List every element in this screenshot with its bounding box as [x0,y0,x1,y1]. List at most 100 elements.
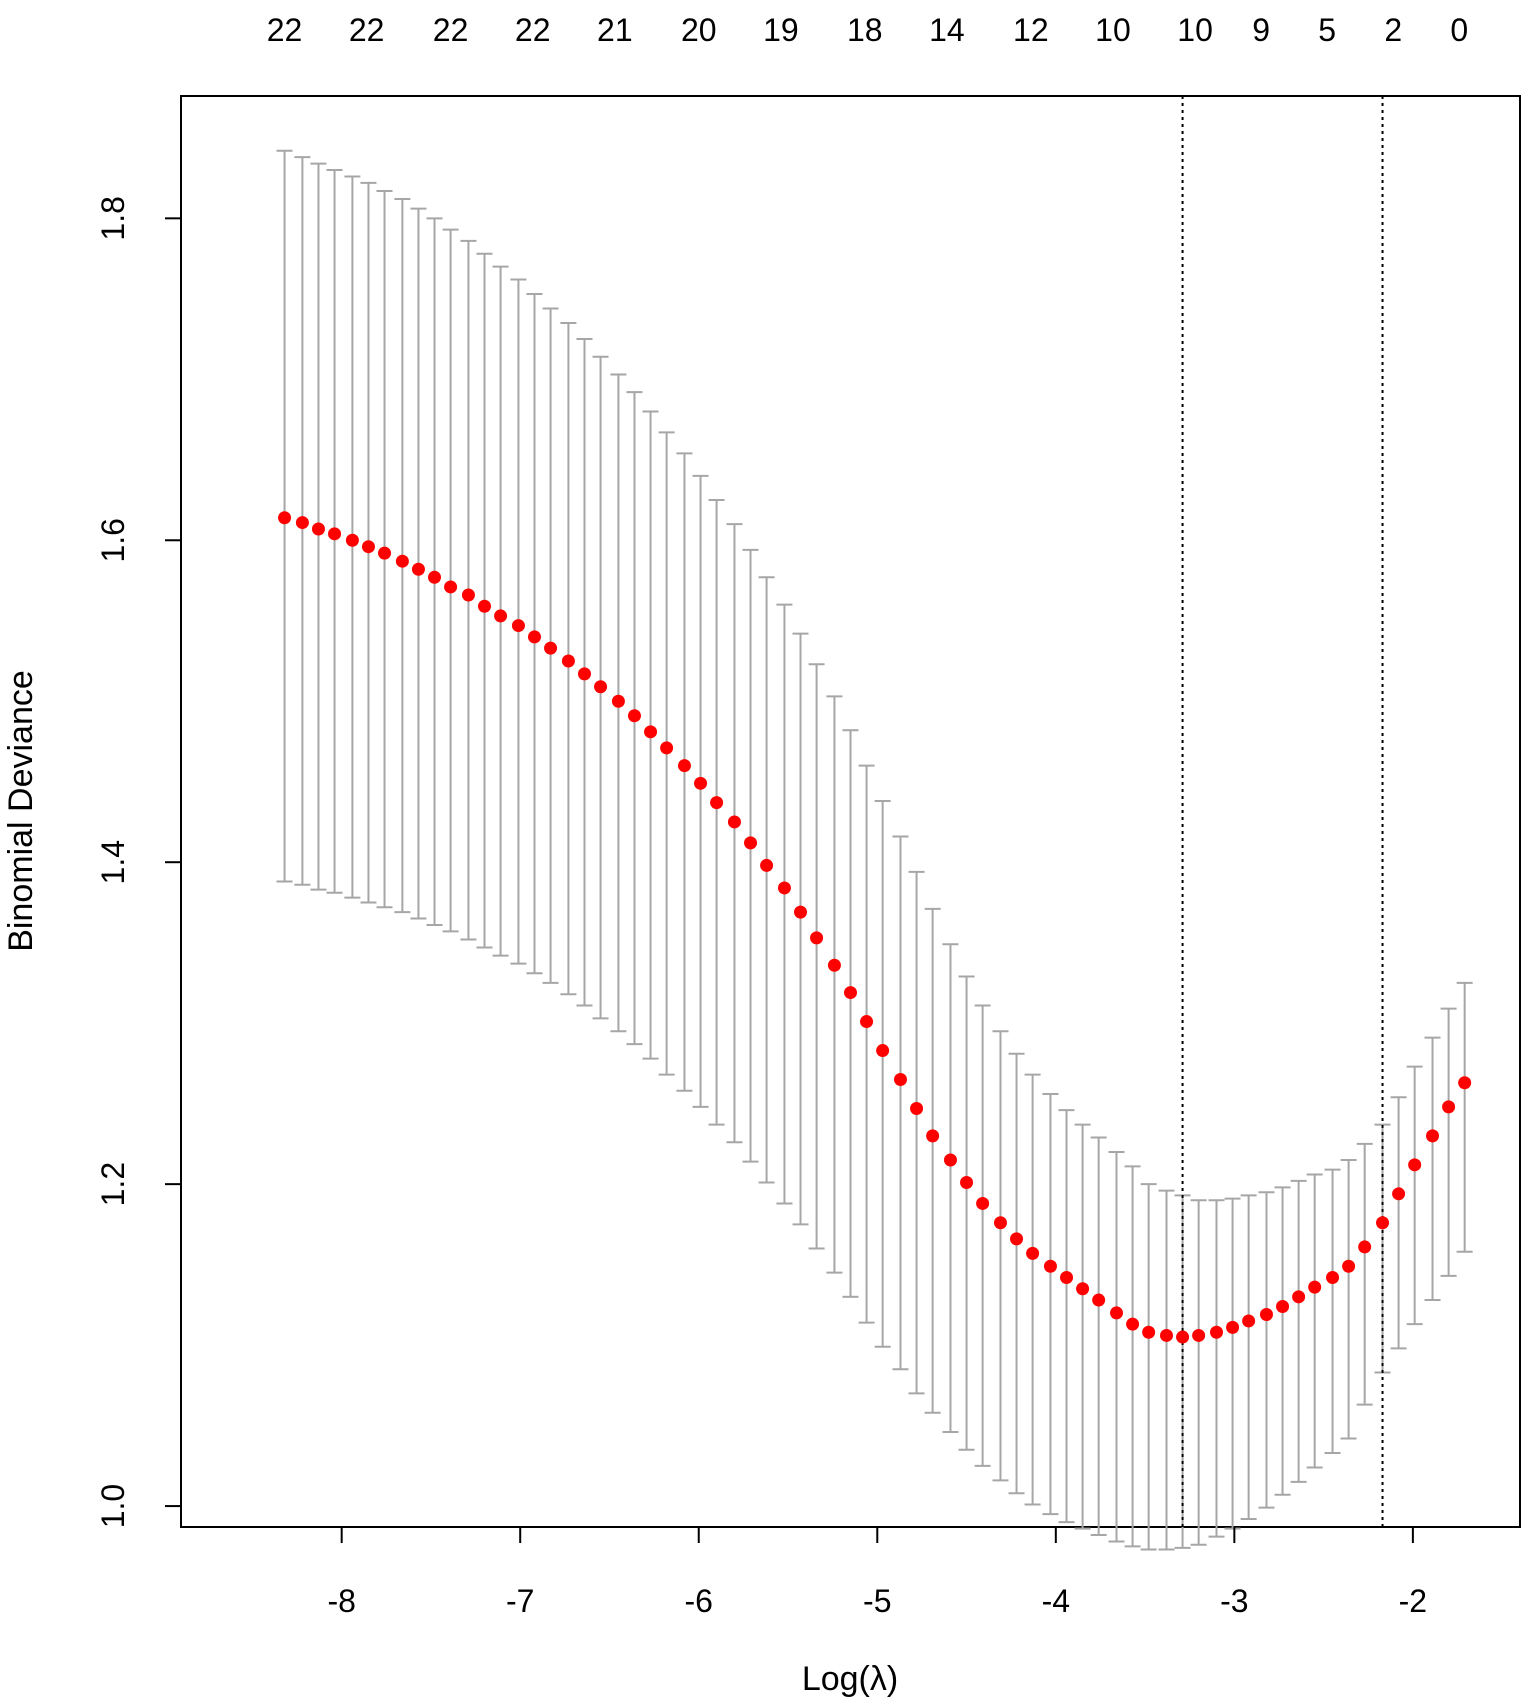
data-point [444,580,458,594]
data-point [943,1153,957,1167]
top-axis-label: 5 [1318,12,1336,48]
data-point [660,741,674,755]
error-bar [1124,1165,1141,1548]
y-tick-label: 1.8 [95,196,131,240]
data-point [760,858,774,872]
plot-frame [180,95,1521,1528]
error-bar [1258,1191,1275,1509]
error-bar [942,943,959,1434]
error-bar [826,695,843,1274]
error-bar [1390,1096,1407,1350]
data-point [827,958,841,972]
data-point [1076,1282,1090,1296]
data-point [1408,1158,1422,1172]
error-bar [758,576,775,1184]
data-point [328,527,342,541]
data-point [1010,1232,1024,1246]
mean-points [278,511,1472,1344]
error-bar [924,907,941,1414]
x-axis: -8 -7 -6 -5 -4 -3 -2 [327,1527,1427,1619]
error-bar [776,603,793,1205]
data-point [1458,1076,1472,1090]
y-axis-title: Binomial Deviance [2,670,40,952]
data-point [1176,1330,1190,1344]
data-point [860,1015,874,1029]
data-point [378,546,392,560]
data-point [1442,1100,1456,1114]
top-axis-nonzero-counts: 22 22 22 22 21 20 19 18 14 12 10 10 9 5 2 0 [267,12,1468,48]
error-bar [692,474,709,1108]
data-point [1226,1320,1240,1334]
data-point [876,1044,890,1058]
top-axis-label: 21 [597,12,633,48]
error-bar [808,663,825,1250]
error-bar [1042,1092,1059,1516]
x-tick-label: -3 [1220,1583,1248,1619]
error-bar [708,499,725,1126]
reference-lines [1181,96,1384,1527]
data-point [527,630,541,644]
top-axis-label: 22 [515,12,551,48]
data-point [744,836,758,850]
data-point [461,588,475,602]
data-point [295,516,309,530]
data-point [1160,1328,1174,1342]
data-point [361,540,375,554]
data-point [511,619,525,633]
error-bar [1340,1158,1357,1440]
data-point [844,986,857,1000]
x-tick-label: -7 [506,1583,534,1619]
data-point [1426,1129,1440,1143]
error-bar [792,632,809,1226]
y-axis: 1.0 1.2 1.4 1.6 1.8 [95,196,181,1528]
error-bar [726,523,743,1144]
data-point [478,599,492,613]
error-bar [842,729,859,1298]
top-axis-label: 9 [1252,12,1270,48]
error-bar [858,764,875,1324]
x-axis-title: Log(λ) [802,1660,898,1698]
error-bar [1440,1007,1457,1277]
data-point [777,881,791,895]
data-point [1092,1293,1106,1307]
data-point [677,759,691,773]
error-bar [1208,1199,1225,1538]
data-point [710,796,724,810]
error-bar [1356,1142,1373,1406]
x-tick-label: -8 [327,1583,355,1619]
top-axis-label: 0 [1450,12,1468,48]
data-point [594,680,608,694]
y-tick-label: 1.6 [95,518,131,562]
error-bar [1108,1150,1125,1543]
data-point [794,905,808,919]
error-bar [874,800,891,1348]
error-bar [742,548,759,1163]
x-tick-label: -4 [1042,1583,1070,1619]
data-point [395,554,409,568]
data-point [627,709,641,723]
error-bar [1306,1173,1323,1469]
error-bar [974,1004,991,1467]
data-point [544,641,558,655]
error-bar [1158,1189,1175,1551]
top-axis-label: 19 [763,12,799,48]
data-point [1209,1325,1223,1339]
top-axis-label: 18 [847,12,883,48]
data-point [1376,1216,1390,1230]
data-point [1110,1306,1124,1320]
data-point [411,562,425,576]
data-point [926,1129,940,1143]
data-point [561,654,575,668]
data-point [311,522,325,536]
data-point [1259,1308,1273,1322]
top-axis-label: 14 [929,12,965,48]
data-point [611,694,625,708]
error-bar [992,1030,1009,1482]
data-point [1326,1271,1340,1285]
data-point [1242,1314,1256,1328]
data-point [1392,1187,1406,1201]
top-axis-label: 22 [433,12,469,48]
error-bar [1024,1073,1041,1506]
x-tick-label: -5 [863,1583,891,1619]
